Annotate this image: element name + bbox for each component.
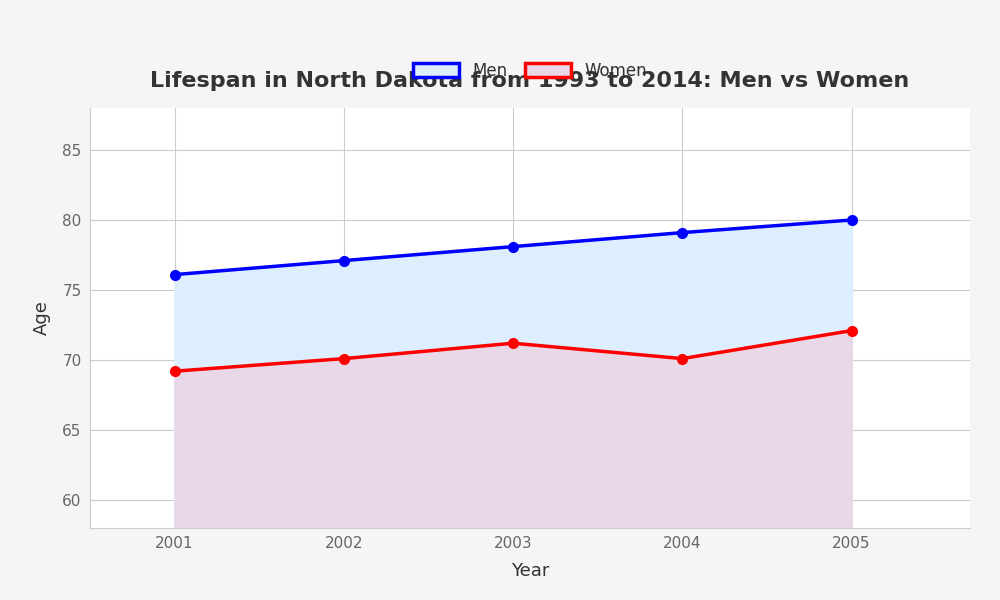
Title: Lifespan in North Dakota from 1993 to 2014: Men vs Women: Lifespan in North Dakota from 1993 to 20…: [150, 71, 910, 91]
X-axis label: Year: Year: [511, 562, 549, 580]
Legend: Men, Women: Men, Women: [413, 62, 647, 80]
Y-axis label: Age: Age: [33, 301, 51, 335]
